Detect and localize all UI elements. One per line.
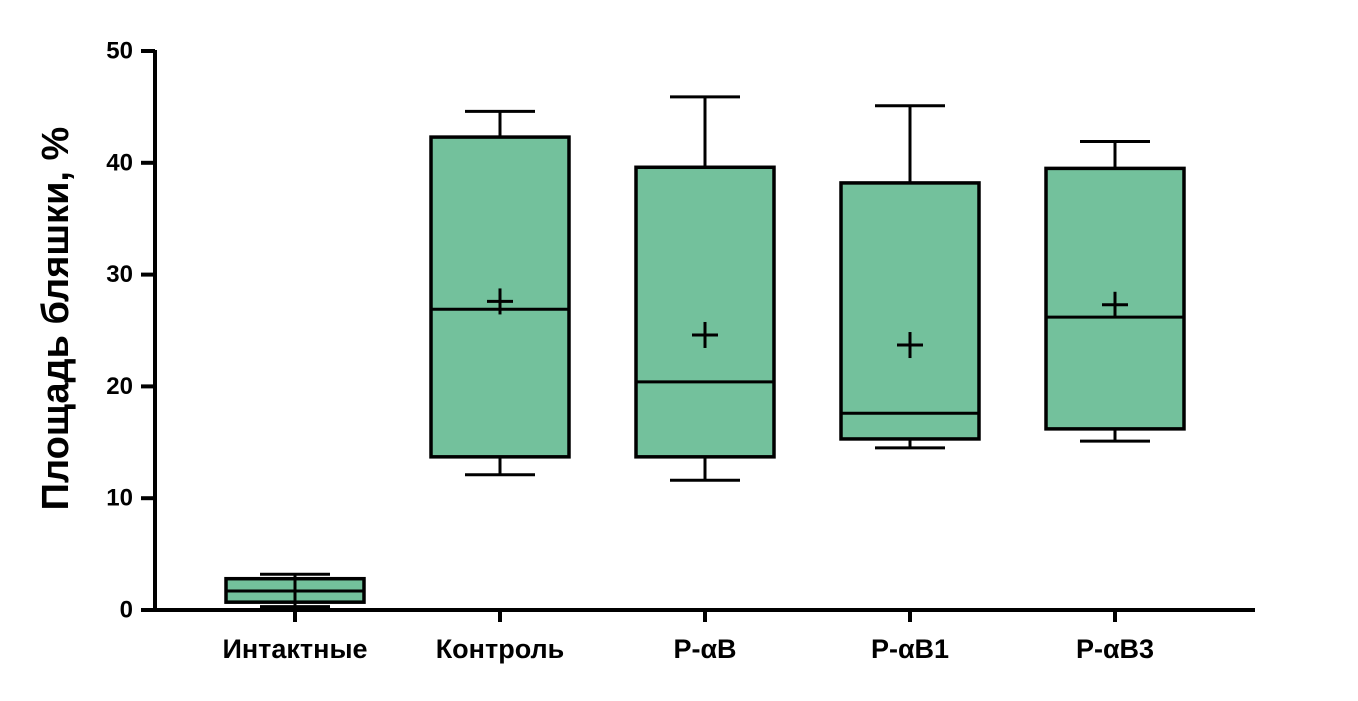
y-tick-label-5: 50	[106, 38, 133, 65]
box-group-4	[1044, 140, 1186, 443]
x-category-label-0: Интактные	[222, 634, 367, 664]
y-tick-label-4: 40	[106, 149, 133, 176]
y-tick-label-3: 30	[106, 261, 133, 288]
x-category-label-1: Контроль	[436, 634, 565, 664]
box-group-0	[224, 572, 366, 609]
y-axis-title: Площадь бляшки, %	[35, 127, 77, 511]
boxes-layer	[224, 95, 1186, 609]
y-tick-label-0: 0	[120, 597, 133, 624]
y-axis-title-group: Площадь бляшки, %	[35, 127, 77, 511]
x-category-label-2: P-αB	[673, 634, 736, 664]
y-tick-label-2: 20	[106, 373, 133, 400]
x-category-label-3: P-αB1	[871, 634, 949, 664]
x-category-label-4: P-αB3	[1076, 634, 1154, 664]
axes-layer: 0 10 20 30 40 50 Интактные Контроль P-αB P-αB1 P-α…	[106, 38, 1255, 664]
y-tick-label-1: 10	[106, 485, 133, 512]
iqr-box	[839, 181, 981, 441]
iqr-box	[634, 165, 776, 459]
box-group-3	[839, 104, 981, 450]
box-group-2	[634, 95, 776, 482]
box-group-1	[429, 109, 571, 477]
